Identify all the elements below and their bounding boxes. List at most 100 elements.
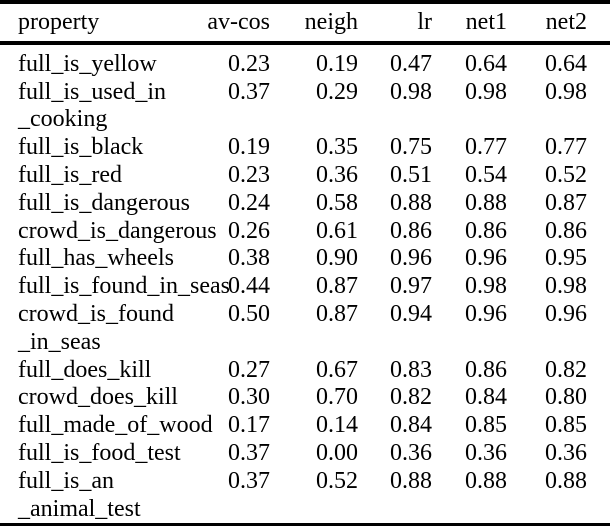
value-cell-net2: 0.86 [545,217,587,244]
value-cell-lr: 0.97 [390,273,432,300]
value-cell-av-cos: 0.50 [228,300,270,327]
value-cell-net1: 0.98 [465,273,507,300]
value-cell-net1: 0.54 [465,161,507,188]
table-row: full_made_of_wood 0.17 0.14 0.84 0.85 0.85 [0,412,610,440]
value-cell-neigh: 0.87 [316,300,358,327]
property-line: full_is_used_in [18,78,166,105]
value-cell-net1: 0.36 [465,439,507,466]
value-cell-net2: 0.36 [545,439,587,466]
property-cell: full_made_of_wood [0,412,213,440]
property-cell: full_has_wheels [0,245,197,273]
table-row: crowd_is_dangerous 0.26 0.61 0.86 0.86 0.86 [0,218,610,246]
table-row: full_is_black 0.19 0.35 0.75 0.77 0.77 [0,134,610,162]
property-line: crowd_is_found [18,300,174,327]
value-cell-net2: 0.96 [545,300,587,327]
value-cell-net2: 0.77 [545,134,587,161]
value-cell-net2: 0.80 [545,384,587,411]
property-cell: full_is_red [0,162,197,190]
value-cell-neigh: 0.70 [316,384,358,411]
value-cell-neigh: 0.14 [316,412,358,439]
column-header-net1: net1 [432,2,507,45]
value-cell-av-cos: 0.23 [228,161,270,188]
table-row: full_is_yellow 0.23 0.19 0.47 0.64 0.64 [0,43,610,79]
value-cell-net1: 0.88 [465,467,507,494]
value-cell-neigh: 0.87 [316,273,358,300]
column-header-property: property [0,2,197,45]
column-header-av-cos: av-cos [197,2,270,45]
value-cell-net1: 0.98 [465,78,507,105]
value-cell-neigh: 0.52 [316,467,358,494]
value-cell-net1: 0.96 [465,245,507,272]
property-cell: crowd_is_found _in_seas [0,301,197,357]
property-line: crowd_is_dangerous [18,217,217,244]
property-line: _cooking [18,106,108,133]
value-cell-net1: 0.77 [465,134,507,161]
value-cell-net2: 0.85 [545,412,587,439]
value-cell-lr: 0.51 [390,161,432,188]
value-cell-net2: 0.88 [545,467,587,494]
value-cell-net1: 0.64 [465,50,507,77]
value-cell-av-cos: 0.19 [228,134,270,161]
header-row: property av-cos neigh lr net1 net2 [0,2,610,45]
value-cell-net2: 0.95 [545,245,587,272]
value-cell-lr: 0.36 [390,439,432,466]
value-cell-av-cos: 0.44 [228,273,270,300]
value-cell-lr: 0.83 [390,356,432,383]
value-cell-neigh: 0.36 [316,161,358,188]
property-cell: full_is_dangerous [0,190,197,218]
value-cell-neigh: 0.00 [316,439,358,466]
property-cell: full_is_yellow [0,43,197,79]
value-cell-net1: 0.86 [465,356,507,383]
property-line: full_is_an [18,467,114,494]
value-cell-av-cos: 0.38 [228,245,270,272]
table-row: full_is_used_in _cooking 0.37 0.29 0.98 0.98 0… [0,79,610,135]
value-cell-av-cos: 0.37 [228,78,270,105]
table-row: full_has_wheels 0.38 0.90 0.96 0.96 0.95 [0,245,610,273]
property-line: _animal_test [18,495,141,522]
value-cell-lr: 0.86 [390,217,432,244]
value-cell-net1: 0.85 [465,412,507,439]
property-cell: full_is_black [0,134,197,162]
value-cell-net2: 0.52 [545,161,587,188]
value-cell-av-cos: 0.27 [228,356,270,383]
column-header-lr: lr [358,2,432,45]
property-cell: full_is_an _animal_test [0,468,197,525]
value-cell-av-cos: 0.30 [228,384,270,411]
value-cell-av-cos: 0.26 [228,217,270,244]
value-cell-net1: 0.88 [465,189,507,216]
value-cell-lr: 0.75 [390,134,432,161]
property-line: full_is_yellow [18,50,157,77]
value-cell-net2: 0.87 [545,189,587,216]
table-row: full_is_dangerous 0.24 0.58 0.88 0.88 0.87 [0,190,610,218]
property-line: crowd_does_kill [18,384,178,411]
value-cell-neigh: 0.19 [316,50,358,77]
value-cell-net2: 0.98 [545,273,587,300]
property-cell: full_does_kill [0,357,197,385]
value-cell-net1: 0.86 [465,217,507,244]
column-header-neigh: neigh [270,2,358,45]
property-line: full_is_food_test [18,439,181,466]
value-cell-lr: 0.96 [390,245,432,272]
property-cell: crowd_is_dangerous [0,217,217,246]
property-line: full_is_red [18,161,122,188]
property-line: full_is_found_in_seas [18,273,230,300]
property-cell: full_is_found_in_seas [0,273,230,301]
value-cell-av-cos: 0.17 [228,412,270,439]
value-cell-av-cos: 0.37 [228,467,270,494]
value-cell-neigh: 0.29 [316,78,358,105]
value-cell-net2: 0.82 [545,356,587,383]
value-cell-net2: 0.98 [545,78,587,105]
property-cell: crowd_does_kill [0,384,197,412]
property-line: full_is_dangerous [18,189,190,216]
property-cell: full_is_food_test [0,440,197,468]
value-cell-av-cos: 0.37 [228,439,270,466]
value-cell-neigh: 0.67 [316,356,358,383]
table-row: crowd_is_found _in_seas 0.50 0.87 0.94 0.96 0.… [0,301,610,357]
value-cell-lr: 0.94 [390,300,432,327]
value-cell-net1: 0.96 [465,300,507,327]
property-cell: full_is_used_in _cooking [0,79,197,135]
value-cell-net2: 0.64 [545,50,587,77]
table-row: full_is_an _animal_test 0.37 0.52 0.88 0.88 0.… [0,468,610,525]
